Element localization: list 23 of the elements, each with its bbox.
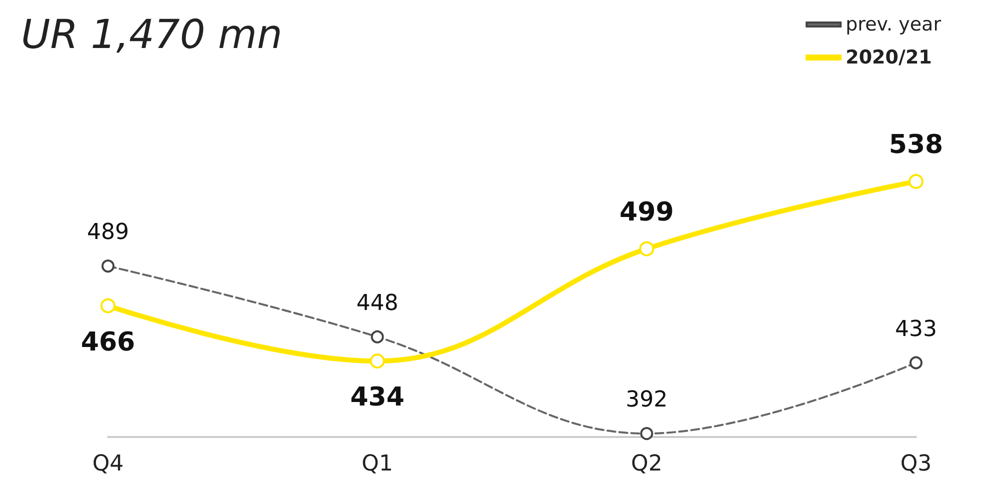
point — [100, 298, 116, 314]
point — [370, 330, 384, 344]
data-label: 434 — [350, 382, 404, 413]
legend-label: prev. year — [846, 14, 942, 36]
point — [370, 354, 385, 369]
data-label: 448 — [356, 290, 398, 316]
data-label: 499 — [620, 197, 674, 228]
x-tick-label: Q1 — [362, 452, 393, 476]
data-label: 489 — [87, 220, 129, 246]
point — [908, 174, 924, 189]
legend-label: 2020/21 — [846, 46, 932, 68]
point — [102, 260, 114, 273]
x-tick-label: Q4 — [92, 452, 124, 476]
data-label: 433 — [895, 316, 937, 342]
point — [910, 356, 922, 370]
point — [639, 241, 654, 256]
x-tick-label: Q2 — [631, 452, 662, 476]
chart-title: UR 1,470 mn — [21, 12, 282, 58]
data-label: 538 — [888, 130, 944, 160]
data-label: 392 — [626, 388, 668, 413]
data-label: 466 — [80, 327, 136, 358]
x-tick-label: Q3 — [900, 452, 932, 476]
point — [640, 427, 654, 440]
